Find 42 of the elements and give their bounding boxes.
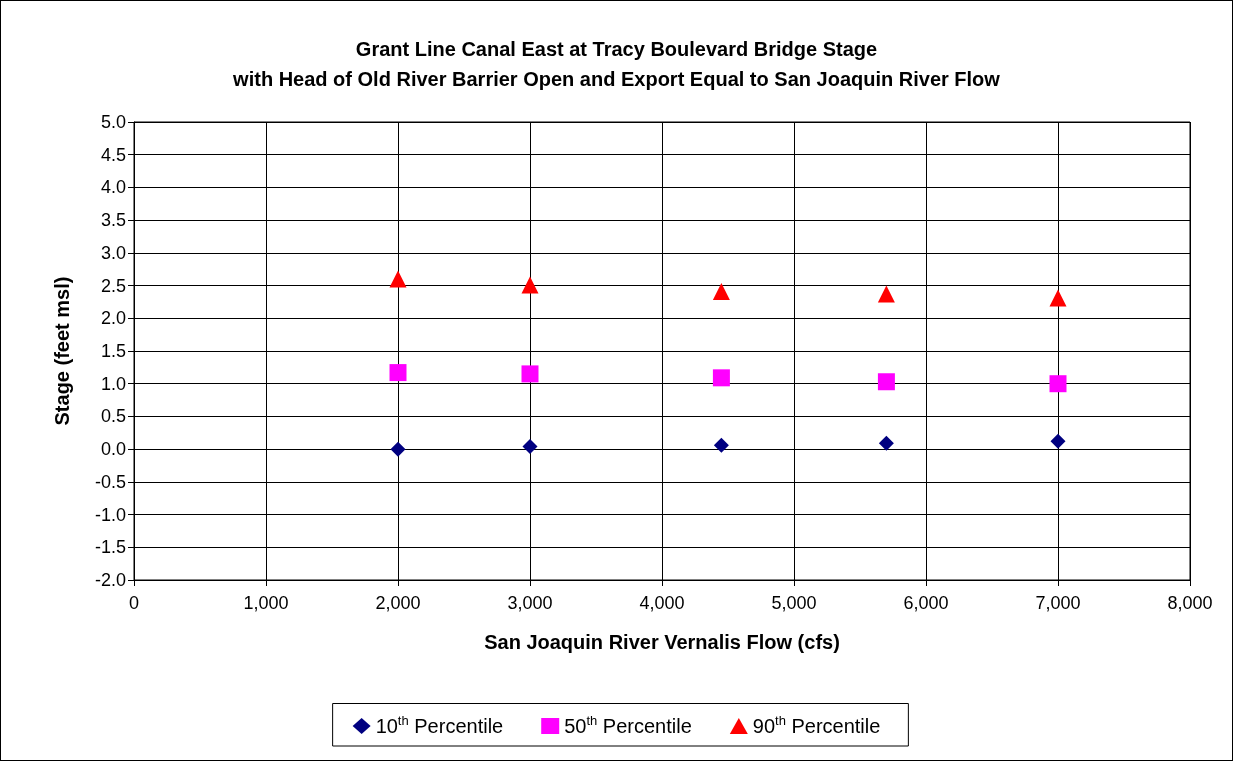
y-tick-label: 4.0	[100, 177, 126, 198]
y-tick-label: 0.0	[100, 439, 126, 460]
x-tick-label: 4,000	[639, 593, 685, 613]
point	[712, 369, 730, 387]
y-tick-label: -0.5	[94, 471, 126, 492]
y-tick-label: -2.0	[94, 570, 126, 590]
y-tick-label: 3.0	[100, 242, 126, 263]
x-tick-label: 1,000	[243, 593, 289, 613]
y-tick-label: 0.5	[100, 406, 126, 427]
y-tick-label: -1.5	[94, 537, 126, 558]
point	[1049, 289, 1067, 307]
point	[521, 365, 539, 383]
y-tick-label: 5.0	[100, 112, 126, 132]
point	[389, 270, 407, 288]
point	[389, 364, 407, 382]
point	[521, 276, 539, 294]
x-tick-label: 0	[128, 593, 140, 613]
x-tick-label: 6,000	[903, 593, 949, 613]
point	[877, 285, 895, 303]
y-tick-label: 2.0	[100, 308, 126, 329]
y-tick-label: -1.0	[94, 504, 126, 525]
chart-title: Grant Line Canal East at Tracy Boulevard Bridge Stage with Head of Old River Barrier Open and Export Equal to San Joaquin River Flow	[232, 38, 1001, 90]
point	[713, 437, 729, 453]
point	[877, 373, 895, 391]
y-axis-title: Stage (feet msl)	[51, 276, 73, 426]
x-tick-label: 2,000	[375, 593, 421, 613]
x-axis-title: San Joaquin River Vernalis Flow (cfs)	[484, 631, 840, 653]
point	[712, 282, 730, 300]
y-tick-label: 3.5	[100, 210, 126, 231]
y-tick-label: 4.5	[100, 144, 126, 165]
point	[878, 435, 894, 451]
y-tick-label: 1.5	[100, 341, 126, 361]
point	[522, 439, 538, 455]
point	[1050, 433, 1066, 449]
y-tick-label: 2.5	[100, 275, 126, 296]
x-tick-label: 5,000	[771, 593, 817, 613]
x-tick-label: 3,000	[507, 593, 553, 613]
point	[1049, 375, 1067, 393]
point	[390, 441, 406, 457]
x-tick-label: 7,000	[1035, 593, 1081, 613]
y-tick-label: 1.0	[100, 373, 126, 394]
x-tick-label: 8,000	[1167, 593, 1213, 613]
